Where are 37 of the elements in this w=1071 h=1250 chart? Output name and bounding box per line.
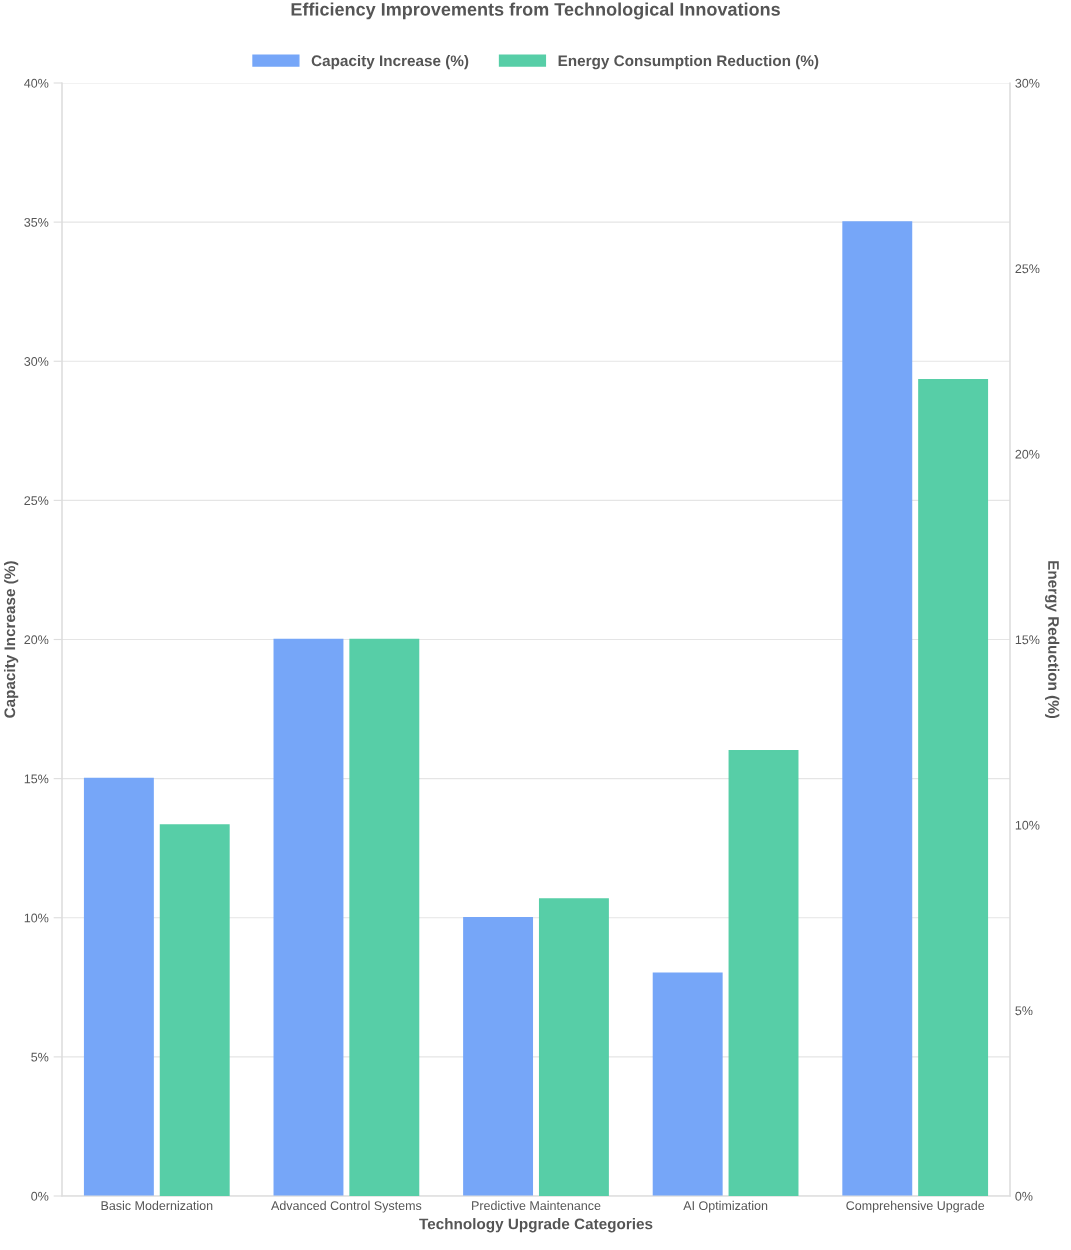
y2-tick-label: 15% xyxy=(1015,635,1040,645)
x-tick-label: Predictive Maintenance xyxy=(472,1200,601,1211)
y2-tick-label: 30% xyxy=(1015,78,1040,88)
y-tick-label: 35% xyxy=(24,217,49,227)
legend-label: Energy Consumption Reduction (%) xyxy=(558,54,819,70)
y-tick-label: 0% xyxy=(31,1191,49,1201)
bar xyxy=(652,972,723,1196)
y-tick-label: 15% xyxy=(24,774,49,784)
x-tick-label: AI Optimization xyxy=(683,1200,768,1213)
bar xyxy=(273,638,344,1196)
y-tick-label: 40% xyxy=(24,78,49,88)
y-axis-title: Capacity Increase (%) xyxy=(3,561,19,718)
y2-tick-label: 25% xyxy=(1015,264,1040,274)
y-tick-label: 10% xyxy=(24,913,49,923)
bar xyxy=(463,916,534,1196)
y-tick-label: 20% xyxy=(24,635,49,645)
bar xyxy=(918,378,989,1196)
legend-label: Capacity Increase (%) xyxy=(311,54,469,70)
bar xyxy=(349,638,420,1196)
bar xyxy=(83,777,154,1196)
y2-tick-label: 0% xyxy=(1015,1191,1033,1201)
bar xyxy=(538,898,609,1196)
y2-tick-label: 20% xyxy=(1015,449,1040,459)
bar xyxy=(842,221,913,1196)
x-tick-label: Basic Modernization xyxy=(101,1200,213,1211)
x-axis-title: Technology Upgrade Categories xyxy=(419,1218,653,1233)
y2-axis-title: Energy Reduction (%) xyxy=(1045,561,1060,719)
y-tick-label: 5% xyxy=(31,1052,49,1062)
bar xyxy=(159,824,230,1196)
bar xyxy=(728,749,799,1196)
x-tick-label: Comprehensive Upgrade xyxy=(846,1200,985,1213)
y2-tick-label: 10% xyxy=(1015,820,1040,830)
y-tick-label: 25% xyxy=(24,496,49,506)
x-tick-label: Advanced Control Systems xyxy=(271,1200,422,1213)
y-tick-label: 30% xyxy=(24,357,49,366)
chart-title: Efficiency Improvements from Technological Innovations xyxy=(291,2,780,20)
y2-tick-label: 5% xyxy=(1015,1006,1033,1016)
